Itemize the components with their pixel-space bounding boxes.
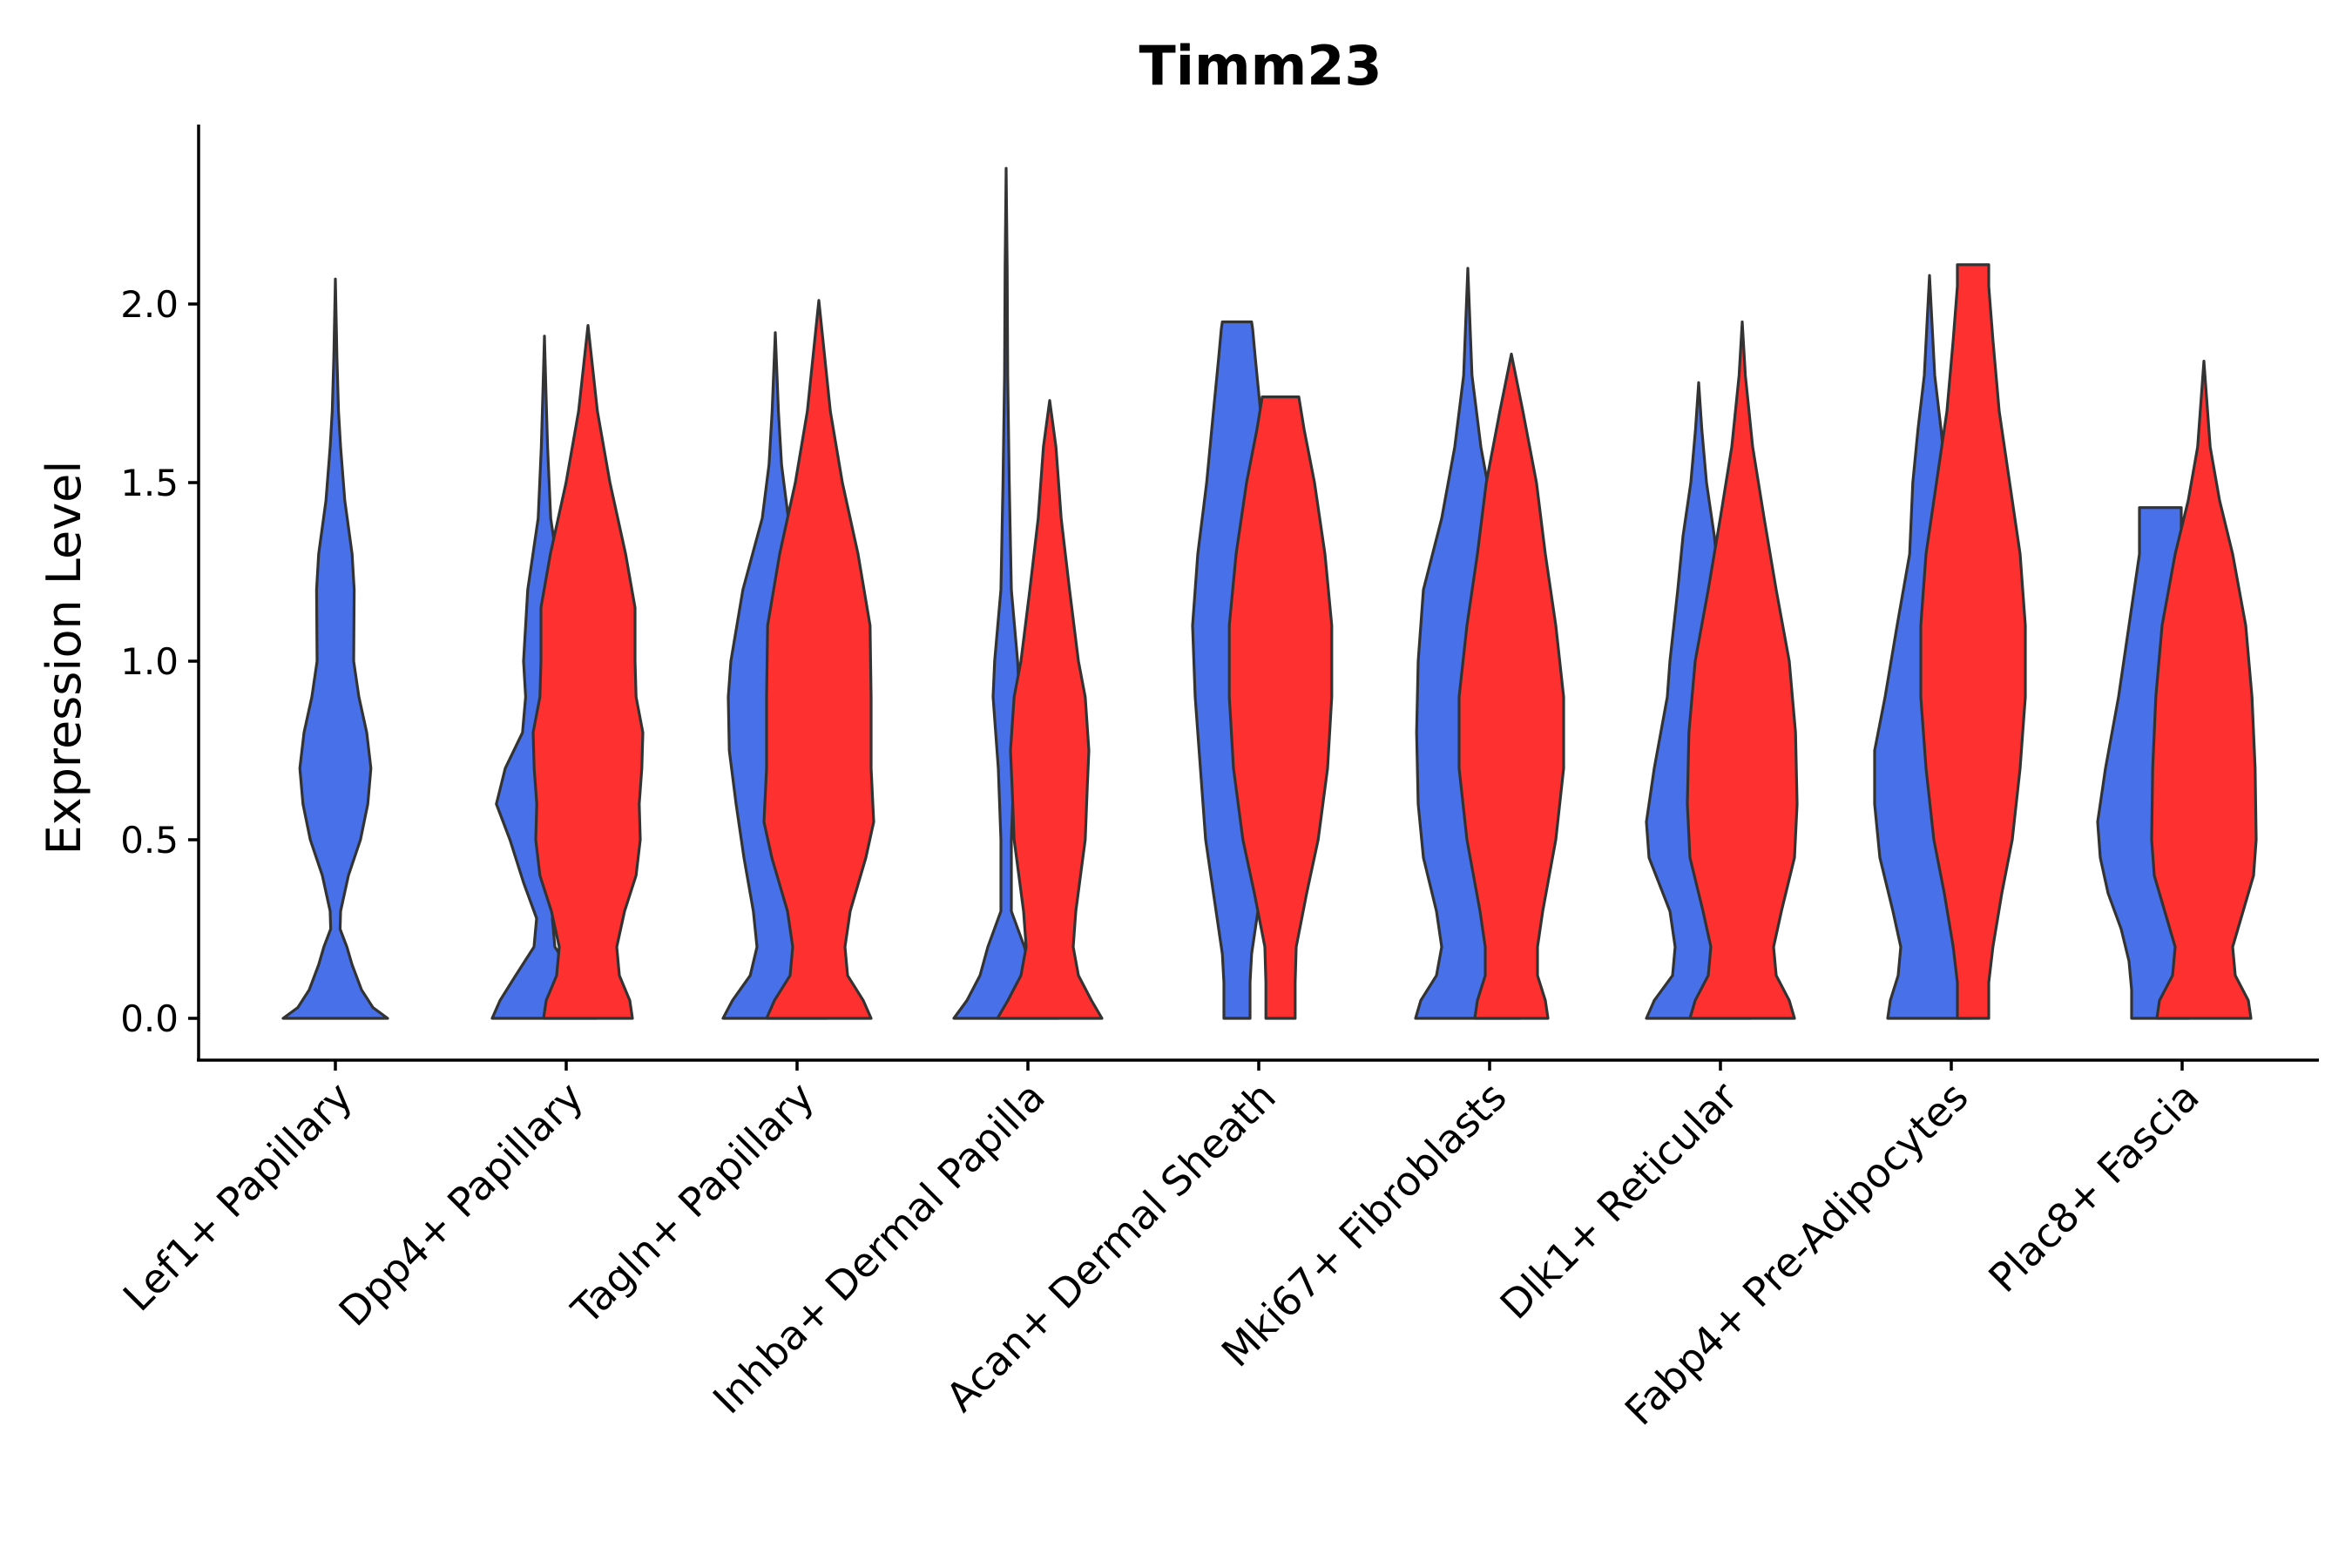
violin-group_a — [952, 166, 1060, 1020]
x-tick-label: Plac8+ Fascia — [1979, 1073, 2207, 1301]
violin-group_b — [2150, 360, 2258, 1020]
y-tick-label: 2.0 — [120, 283, 179, 326]
x-tick-label: Dlk1+ Reticular — [1491, 1073, 1747, 1328]
x-tick-label: Lef1+ Papillary — [114, 1073, 362, 1321]
y-tick-label: 0.5 — [120, 819, 179, 862]
y-tick-label: 1.5 — [120, 462, 179, 504]
violin-group_b — [1457, 352, 1565, 1020]
violin-layer — [281, 166, 2258, 1020]
violin-group_a — [281, 277, 389, 1020]
y-ticks: 0.0 0.5 1.0 1.5 2.0 — [120, 283, 199, 1040]
violin-group_b — [1686, 320, 1799, 1020]
chart-title: Timm23 — [1139, 34, 1382, 98]
x-tick-label: Dpp4+ Papillary — [330, 1073, 592, 1335]
x-tick-label: Tagln+ Papillary — [562, 1073, 823, 1335]
violin-group_b — [531, 324, 645, 1020]
y-axis-title: Expression Level — [37, 461, 91, 855]
y-tick-label: 1.0 — [120, 640, 179, 683]
y-tick-label: 0.0 — [120, 997, 179, 1040]
violin-group_b — [762, 299, 875, 1020]
violin-group_b — [1227, 395, 1334, 1020]
violin-group_b — [996, 399, 1104, 1020]
violin-group_b — [1919, 263, 2027, 1020]
